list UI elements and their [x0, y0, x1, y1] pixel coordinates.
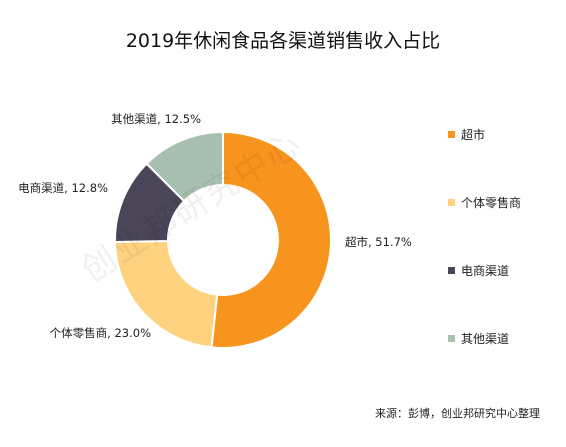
- label-retailer: 个体零售商, 23.0%: [50, 326, 151, 340]
- source-note: 来源：彭博，创业邦研究中心整理: [375, 407, 540, 420]
- slice-retailer: [113, 240, 219, 349]
- legend-label-retailer: 个体零售商: [461, 196, 522, 210]
- legend-item-other: 其他渠道: [448, 330, 509, 347]
- chart-title: 2019年休闲食品各渠道销售收入占比: [125, 30, 441, 52]
- label-ecommerce: 电商渠道, 12.8%: [18, 181, 108, 195]
- legend-item-retailer: 个体零售商: [448, 194, 521, 211]
- label-supermarket: 超市, 51.7%: [345, 235, 412, 249]
- slice-other: [145, 130, 224, 203]
- legend-label-other: 其他渠道: [461, 332, 510, 346]
- legend-label-ecommerce: 电商渠道: [461, 264, 510, 278]
- legend-swatch-retailer: [448, 199, 455, 206]
- legend-label-supermarket: 超市: [461, 128, 486, 142]
- legend-swatch-other: [448, 335, 455, 342]
- slice-supermarket: [210, 130, 332, 349]
- legend-swatch-ecommerce: [448, 267, 455, 274]
- label-other: 其他渠道, 12.5%: [111, 112, 201, 126]
- legend-item-supermarket: 超市: [448, 126, 485, 143]
- legend-swatch-supermarket: [448, 131, 455, 138]
- legend-item-ecommerce: 电商渠道: [448, 262, 509, 279]
